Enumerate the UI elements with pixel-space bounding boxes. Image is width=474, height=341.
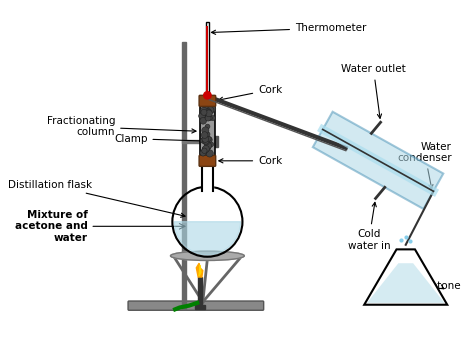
Circle shape [202,148,207,153]
Text: Thermometer: Thermometer [211,23,366,34]
Polygon shape [367,263,445,303]
Circle shape [200,117,207,124]
Circle shape [208,116,212,120]
Wedge shape [174,222,241,255]
Text: Water
condenser: Water condenser [397,142,452,189]
Bar [182,42,186,309]
Text: Mixture of
acetone and
water: Mixture of acetone and water [15,210,88,243]
Circle shape [202,127,209,134]
Circle shape [200,110,206,117]
Circle shape [204,115,210,120]
Text: Cold
water in: Cold water in [347,202,390,251]
Circle shape [209,142,214,147]
Circle shape [209,105,216,112]
Circle shape [204,92,211,99]
Polygon shape [199,265,201,276]
Circle shape [200,107,207,114]
Polygon shape [364,249,447,305]
Text: Clamp: Clamp [114,134,213,144]
Circle shape [206,108,211,114]
Circle shape [206,110,212,116]
Circle shape [205,132,210,137]
Circle shape [201,132,208,138]
Circle shape [201,138,206,144]
Circle shape [205,110,212,117]
Circle shape [204,146,210,152]
Circle shape [199,113,205,119]
Text: Fractionating
column: Fractionating column [46,116,196,137]
Text: Water outlet: Water outlet [341,64,406,118]
Text: Acetone: Acetone [419,281,461,291]
Circle shape [206,144,211,149]
Circle shape [201,137,207,143]
Circle shape [200,109,205,114]
Circle shape [206,145,211,150]
Bar [195,305,205,309]
Circle shape [204,142,211,149]
Polygon shape [313,112,443,209]
Text: Cork: Cork [219,85,283,101]
Bar [206,23,209,96]
Circle shape [205,115,211,121]
Circle shape [203,137,210,144]
FancyBboxPatch shape [199,95,216,106]
Circle shape [201,109,207,115]
Circle shape [200,150,206,156]
Circle shape [202,147,209,153]
Text: Cork: Cork [219,156,283,166]
Circle shape [205,124,210,129]
Bar [210,136,218,147]
Circle shape [206,137,212,143]
Circle shape [202,145,210,152]
Bar [200,105,215,156]
Circle shape [206,136,211,141]
Circle shape [201,149,207,155]
Circle shape [206,150,213,157]
Circle shape [202,136,209,143]
FancyBboxPatch shape [128,301,264,310]
Circle shape [210,116,215,121]
Ellipse shape [171,251,244,261]
Circle shape [203,106,210,113]
Text: Distillation flask: Distillation flask [8,180,185,217]
Bar [202,164,213,191]
FancyBboxPatch shape [199,155,216,166]
Circle shape [203,138,210,145]
Bar [182,139,210,143]
Bar [207,26,209,95]
Circle shape [201,114,206,119]
Circle shape [207,107,214,114]
Bar [198,277,202,305]
Polygon shape [196,263,203,277]
Circle shape [203,138,209,144]
